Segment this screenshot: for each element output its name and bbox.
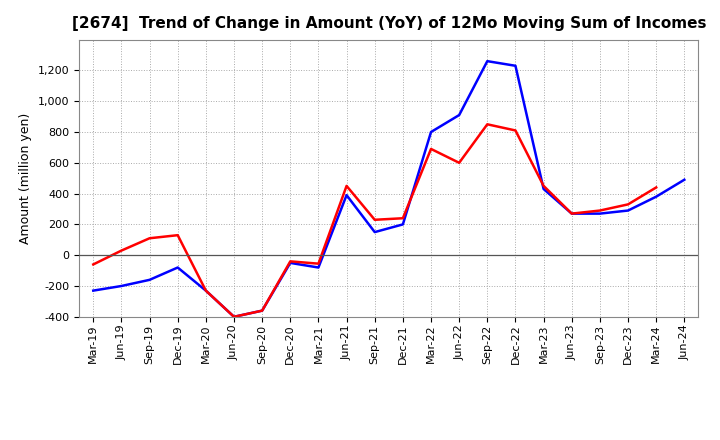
- Net Income: [455, 160, 464, 165]
- Net Income: [145, 235, 154, 241]
- Net Income: [399, 216, 408, 221]
- Net Income: [539, 183, 548, 188]
- Net Income: [202, 288, 210, 293]
- Ordinary Income: [145, 277, 154, 282]
- Net Income: [483, 121, 492, 127]
- Ordinary Income: [455, 112, 464, 117]
- Ordinary Income: [230, 314, 238, 319]
- Title: [2674]  Trend of Change in Amount (YoY) of 12Mo Moving Sum of Incomes: [2674] Trend of Change in Amount (YoY) o…: [71, 16, 706, 32]
- Ordinary Income: [89, 288, 98, 293]
- Net Income: [342, 183, 351, 188]
- Ordinary Income: [399, 222, 408, 227]
- Net Income: [258, 308, 266, 313]
- Net Income: [427, 146, 436, 151]
- Net Income: [370, 217, 379, 222]
- Net Income: [117, 248, 126, 253]
- Net Income: [314, 261, 323, 266]
- Ordinary Income: [258, 308, 266, 313]
- Net Income: [286, 259, 294, 264]
- Net Income: [567, 211, 576, 216]
- Ordinary Income: [652, 194, 660, 199]
- Ordinary Income: [511, 63, 520, 68]
- Ordinary Income: [567, 211, 576, 216]
- Ordinary Income: [370, 230, 379, 235]
- Line: Ordinary Income: Ordinary Income: [94, 61, 684, 317]
- Ordinary Income: [314, 265, 323, 270]
- Ordinary Income: [427, 129, 436, 135]
- Ordinary Income: [202, 288, 210, 293]
- Net Income: [174, 232, 182, 238]
- Y-axis label: Amount (million yen): Amount (million yen): [19, 113, 32, 244]
- Net Income: [595, 208, 604, 213]
- Net Income: [89, 262, 98, 267]
- Ordinary Income: [595, 211, 604, 216]
- Ordinary Income: [483, 59, 492, 64]
- Ordinary Income: [117, 283, 126, 289]
- Ordinary Income: [286, 260, 294, 265]
- Ordinary Income: [680, 177, 688, 182]
- Ordinary Income: [624, 208, 632, 213]
- Ordinary Income: [174, 265, 182, 270]
- Net Income: [511, 128, 520, 133]
- Net Income: [230, 314, 238, 319]
- Ordinary Income: [539, 187, 548, 192]
- Net Income: [652, 185, 660, 190]
- Line: Net Income: Net Income: [94, 124, 656, 317]
- Net Income: [624, 202, 632, 207]
- Ordinary Income: [342, 192, 351, 198]
